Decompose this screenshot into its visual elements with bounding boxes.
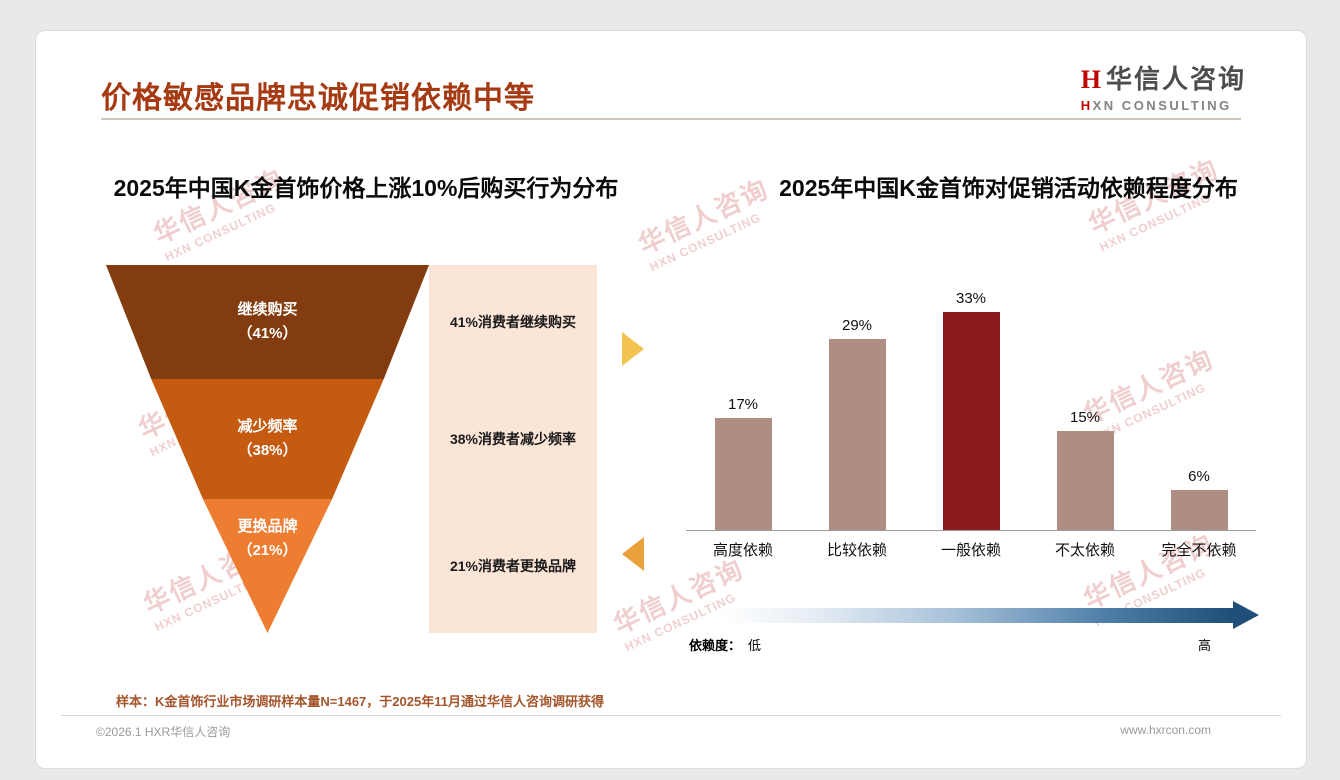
bar-value-label: 15%: [1069, 409, 1101, 426]
bar-1: [714, 418, 772, 530]
logo-en-text: HXN CONSULTING: [1081, 98, 1246, 113]
funnel-segment-label: 更换品牌 （21%）: [237, 518, 298, 559]
logo-mark-icon: H: [1080, 65, 1101, 94]
bar-category-label: 高度依赖: [712, 542, 773, 559]
bar-category-label: 完全不依赖: [1161, 542, 1237, 559]
sample-note: 样本：K金首饰行业市场调研样本量N=1467，于2025年11月通过华信人咨询调…: [116, 694, 604, 709]
funnel-segment-2: 减少频率 （38%）: [151, 379, 384, 499]
funnel-chart-title: 2025年中国K金首饰价格上涨10%后购买行为分布: [113, 175, 619, 201]
copyright-text: ©2026.1 HXR华信人咨询: [96, 725, 231, 739]
logo-en-accent: H: [1080, 98, 1093, 113]
funnel-annotation-1: 41%消费者继续购买: [429, 265, 597, 379]
bar-5: [1170, 490, 1228, 530]
funnel-annotation-2: 38%消费者减少频率: [429, 379, 597, 499]
bar-chart-title: 2025年中国K金首饰对促销活动依赖程度分布: [779, 175, 1238, 201]
funnel-segment-3: 更换品牌 （21%）: [202, 499, 333, 633]
bar-cell: 6%: [1142, 468, 1256, 530]
funnel: 继续购买 （41%） 减少频率 （38%） 更换品牌 （21%）: [106, 265, 429, 633]
website-link[interactable]: www.hxrcon.com: [1120, 723, 1211, 737]
bar-3: [942, 312, 1000, 530]
bar-plot: 17% 29% 33% 15% 6%: [686, 283, 1256, 531]
dependency-axis-label: 依赖度：: [689, 638, 742, 653]
funnel-segment-label: 减少频率 （38%）: [237, 418, 298, 459]
bar-cell: 33%: [914, 290, 1028, 530]
logo-cn-line: H 华信人咨询: [1081, 59, 1246, 96]
bar-value-label: 6%: [1188, 468, 1210, 485]
company-logo: H 华信人咨询 HXN CONSULTING: [1081, 59, 1246, 113]
pointer-left-icon: [622, 537, 644, 571]
bar-category-label: 不太依赖: [1054, 542, 1115, 559]
dependency-high-label: 高: [1198, 638, 1212, 653]
footer-divider: [61, 715, 1281, 716]
pointer-right-icon: [622, 332, 644, 366]
bar-value-label: 29%: [841, 317, 873, 334]
funnel-annotations: 41%消费者继续购买 38%消费者减少频率 21%消费者更换品牌: [429, 265, 597, 633]
page-title: 价格敏感品牌忠诚促销依赖中等: [101, 82, 535, 115]
bar-value-label: 17%: [727, 396, 759, 413]
funnel-annotation-3: 21%消费者更换品牌: [429, 499, 597, 633]
bar-category-label: 一般依赖: [940, 542, 1001, 559]
bar-2: [828, 339, 886, 530]
slide-card: 华信人咨询 HXN CONSULTING 华信人咨询 HXN CONSULTING 华信…: [35, 30, 1307, 769]
bar-value-label: 33%: [955, 290, 987, 307]
bar-cell: 29%: [800, 317, 914, 530]
bar-4: [1056, 431, 1114, 530]
funnel-segment-label: 继续购买 （41%）: [237, 301, 298, 342]
dependency-gradient-arrow: [721, 608, 1233, 623]
bar-categories: 高度依赖 比较依赖 一般依赖 不太依赖 完全不依赖: [686, 539, 1256, 560]
bar-category-label: 比较依赖: [826, 542, 887, 559]
dependency-arrow-head-icon: [1233, 601, 1259, 629]
logo-en-rest: XN CONSULTING: [1092, 98, 1232, 113]
funnel-segment-1: 继续购买 （41%）: [106, 265, 429, 379]
title-divider: [101, 118, 1241, 120]
dependency-low-label: 低: [748, 638, 762, 653]
bar-cell: 17%: [686, 396, 800, 530]
logo-cn-text: 华信人咨询: [1105, 64, 1246, 94]
bar-cell: 15%: [1028, 409, 1142, 530]
